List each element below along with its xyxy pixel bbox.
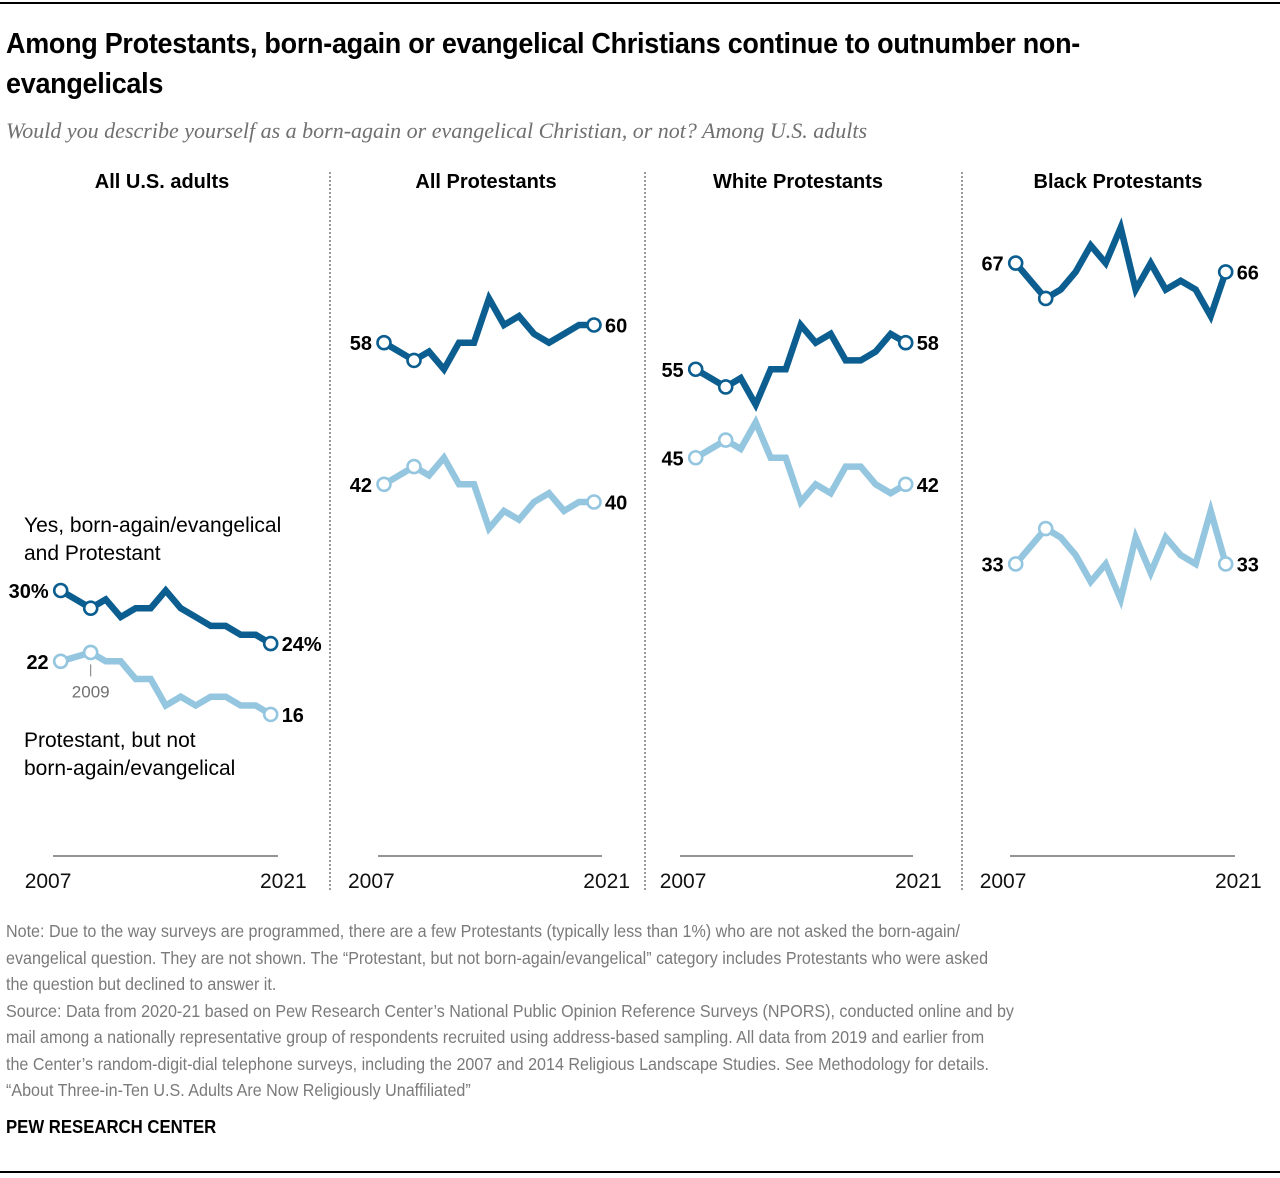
data-point-marker <box>1037 520 1054 537</box>
x-tick-label: 2021 <box>583 870 630 893</box>
panel-title-all-adults: All U.S. adults <box>94 171 230 193</box>
data-point-marker <box>52 582 69 599</box>
data-point-marker <box>406 352 422 369</box>
end-value-label: 16 <box>282 705 304 727</box>
data-point-marker <box>52 653 69 670</box>
series-line-non-evangelical <box>694 415 908 509</box>
start-value-label: 30% <box>9 581 49 603</box>
x-tick-label: 2021 <box>260 870 307 893</box>
data-point-marker <box>82 600 99 617</box>
start-value-label: 58 <box>350 333 372 355</box>
series-line-non-evangelical <box>382 452 594 535</box>
chart-subtitle: Would you describe yourself as a born-ag… <box>6 118 868 143</box>
end-value-label: 60 <box>605 316 627 338</box>
data-point-marker <box>1037 290 1054 307</box>
start-value-label: 55 <box>661 360 683 382</box>
chart-area: 2007 2021 30% 24% 22 16 2007 2021 58 60 42 40 2007 20… <box>9 217 1262 893</box>
x-tick-label: 2007 <box>980 870 1027 893</box>
data-point-marker <box>717 379 734 395</box>
end-value-label: 42 <box>917 475 939 497</box>
data-point-marker <box>376 334 392 351</box>
data-point-marker <box>586 317 602 333</box>
bottom-rule <box>0 1171 1280 1173</box>
legend-non-evangelical-line1: Protestant, but not <box>24 729 196 752</box>
x-tick-label: 2007 <box>660 870 707 893</box>
legend-evangelical-line2: and Protestant <box>24 542 161 565</box>
note-line: Note: Due to the way surveys are program… <box>6 921 960 941</box>
end-value-label: 58 <box>917 333 939 355</box>
x-tick-label: 2007 <box>25 870 72 893</box>
x-tick-label: 2021 <box>1215 870 1262 893</box>
source-line: “About Three-in-Ten U.S. Adults Are Now … <box>6 1080 471 1100</box>
x-tick-label: 2007 <box>348 870 395 893</box>
data-point-marker <box>586 494 602 510</box>
series-line-evangelical <box>1013 217 1229 325</box>
series-line-evangelical <box>694 318 908 413</box>
series-line-non-evangelical <box>59 648 273 718</box>
series-line-evangelical <box>59 585 273 647</box>
top-rule <box>0 2 1280 4</box>
data-point-marker <box>1007 255 1024 271</box>
source-line: the Center’s random-digit-dial telephone… <box>6 1053 990 1074</box>
panel-title-all-protestants: All Protestants <box>415 171 557 193</box>
note-line: evangelical question. They are not shown… <box>6 947 989 968</box>
data-point-marker <box>897 476 914 493</box>
series-line-non-evangelical <box>1013 498 1229 610</box>
end-value-label: 66 <box>1237 262 1259 284</box>
start-value-label: 33 <box>981 554 1003 576</box>
start-value-label: 67 <box>981 254 1003 276</box>
data-point-marker <box>406 458 422 475</box>
data-point-marker <box>1007 556 1024 572</box>
data-point-marker <box>376 476 392 493</box>
data-point-marker <box>262 706 279 723</box>
panel-separator <box>961 172 963 890</box>
data-point-marker <box>1217 264 1234 280</box>
pew-research-center-logo: PEW RESEARCH CENTER <box>6 1117 217 1137</box>
panel-separator <box>644 172 646 890</box>
end-value-label: 33 <box>1237 554 1259 576</box>
annotation-2009-label: 2009 <box>72 682 110 701</box>
end-value-label: 40 <box>605 493 627 515</box>
legend-evangelical-line1: Yes, born-again/evangelical <box>24 514 282 537</box>
data-point-marker <box>82 644 99 661</box>
start-value-label: 45 <box>661 448 683 470</box>
data-point-marker <box>1217 556 1234 572</box>
start-value-label: 42 <box>350 475 372 497</box>
data-point-marker <box>897 334 914 351</box>
note-line: the question but declined to answer it. <box>6 974 277 994</box>
end-value-label: 24% <box>282 634 322 656</box>
data-point-marker <box>717 432 734 448</box>
panel-title-black-protestants: Black Protestants <box>1033 171 1203 193</box>
source-line: Source: Data from 2020-21 based on Pew R… <box>6 1000 1014 1021</box>
panel-separator <box>329 172 331 890</box>
x-tick-label: 2021 <box>895 870 942 893</box>
data-point-marker <box>687 361 704 378</box>
chart-title: Among Protestants, born-again or evangel… <box>6 28 1081 100</box>
data-point-marker <box>262 635 279 652</box>
source-line: mail among a nationally representative g… <box>6 1027 985 1047</box>
start-value-label: 22 <box>26 652 48 674</box>
series-line-evangelical <box>382 290 594 375</box>
footnotes: Note: Due to the way surveys are program… <box>6 918 1266 1104</box>
panel-title-white-protestants: White Protestants <box>712 171 884 193</box>
legend-non-evangelical-line2: born-again/evangelical <box>24 757 236 780</box>
data-point-marker <box>687 449 704 466</box>
